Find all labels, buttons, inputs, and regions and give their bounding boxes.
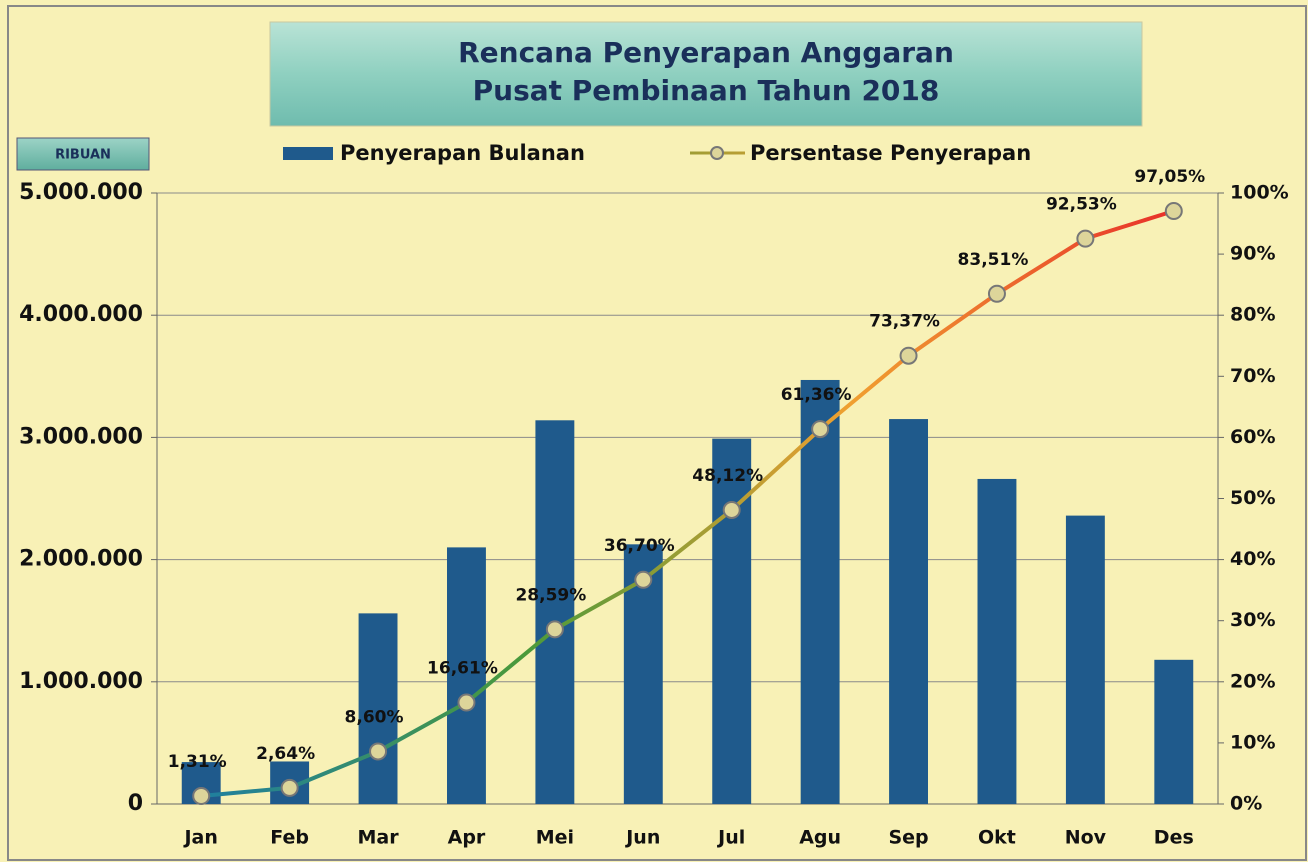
legend-marker	[710, 146, 724, 160]
bar	[1154, 659, 1194, 804]
y2-tick-label: 50%	[1230, 487, 1275, 509]
y-tick-label: 2.000.000	[19, 547, 143, 572]
axis-label-box	[16, 137, 150, 171]
data-label: 61,36%	[781, 385, 852, 405]
data-label: 8,60%	[345, 707, 404, 727]
line-marker	[457, 693, 476, 712]
y2-tick-label: 20%	[1230, 670, 1275, 692]
y2-tick-label: 40%	[1230, 548, 1275, 570]
line-marker	[280, 778, 299, 797]
bar	[800, 379, 840, 804]
x-tick-label: Mar	[357, 827, 399, 849]
line-marker	[634, 570, 653, 589]
line-marker	[1164, 202, 1183, 221]
y2-tick-label: 10%	[1230, 731, 1275, 753]
legend-swatch	[283, 147, 333, 160]
data-label: 92,53%	[1046, 195, 1117, 215]
x-tick-label: Jul	[716, 827, 745, 849]
y2-tick-label: 30%	[1230, 609, 1275, 631]
line-marker	[192, 786, 211, 805]
y2-tick-label: 60%	[1230, 426, 1275, 448]
y2-tick-label: 100%	[1230, 182, 1289, 204]
data-label: 2,64%	[256, 744, 315, 764]
bar	[535, 420, 575, 804]
y2-tick-label: 0%	[1230, 793, 1262, 815]
line-marker	[369, 742, 388, 761]
x-tick-label: Agu	[799, 827, 841, 849]
line-marker	[722, 500, 741, 519]
y2-tick-label: 80%	[1230, 304, 1275, 326]
data-label: 97,05%	[1134, 167, 1205, 187]
y-tick-label: 5.000.000	[19, 180, 143, 205]
x-tick-label: Jun	[624, 827, 660, 849]
x-tick-label: Apr	[448, 827, 486, 849]
data-label: 48,12%	[692, 466, 763, 486]
title-box	[269, 21, 1143, 127]
data-label: 16,61%	[427, 659, 498, 679]
data-label: 73,37%	[869, 312, 940, 332]
x-tick-label: Nov	[1065, 827, 1107, 849]
line-marker	[1076, 229, 1095, 248]
bar	[1065, 515, 1105, 804]
bar	[447, 547, 486, 804]
y2-tick-label: 70%	[1230, 365, 1275, 387]
line-marker	[987, 284, 1006, 303]
x-tick-label: Feb	[270, 827, 309, 849]
line-marker	[811, 420, 830, 439]
x-tick-label: Mei	[536, 827, 574, 849]
legend-label: Penyerapan Bulanan	[340, 141, 585, 165]
x-tick-label: Okt	[978, 827, 1016, 849]
y-tick-label: 3.000.000	[19, 424, 143, 449]
y-tick-label: 0	[128, 791, 143, 816]
y2-tick-label: 90%	[1230, 243, 1275, 265]
chart-title: Pusat Pembinaan Tahun 2018	[473, 74, 940, 107]
data-label: 28,59%	[515, 585, 586, 605]
line	[201, 209, 1175, 798]
y-tick-label: 1.000.000	[19, 669, 143, 694]
x-tick-label: Sep	[888, 827, 928, 849]
y-tick-label: 4.000.000	[19, 302, 143, 327]
bar	[358, 613, 398, 804]
x-tick-label: Des	[1154, 827, 1194, 849]
line-marker	[899, 346, 918, 365]
x-tick-label: Jan	[182, 827, 217, 849]
bar	[889, 419, 928, 804]
data-label: 83,51%	[958, 250, 1029, 270]
line-marker	[545, 620, 564, 639]
bar	[977, 478, 1017, 804]
bar	[712, 438, 752, 804]
legend-label: Persentase Penyerapan	[750, 141, 1031, 165]
chart-title: Rencana Penyerapan Anggaran	[458, 36, 954, 69]
y-axis-label: RIBUAN	[55, 148, 111, 163]
frame	[7, 5, 1307, 861]
data-label: 36,70%	[604, 536, 675, 556]
data-label: 1,31%	[168, 752, 227, 772]
